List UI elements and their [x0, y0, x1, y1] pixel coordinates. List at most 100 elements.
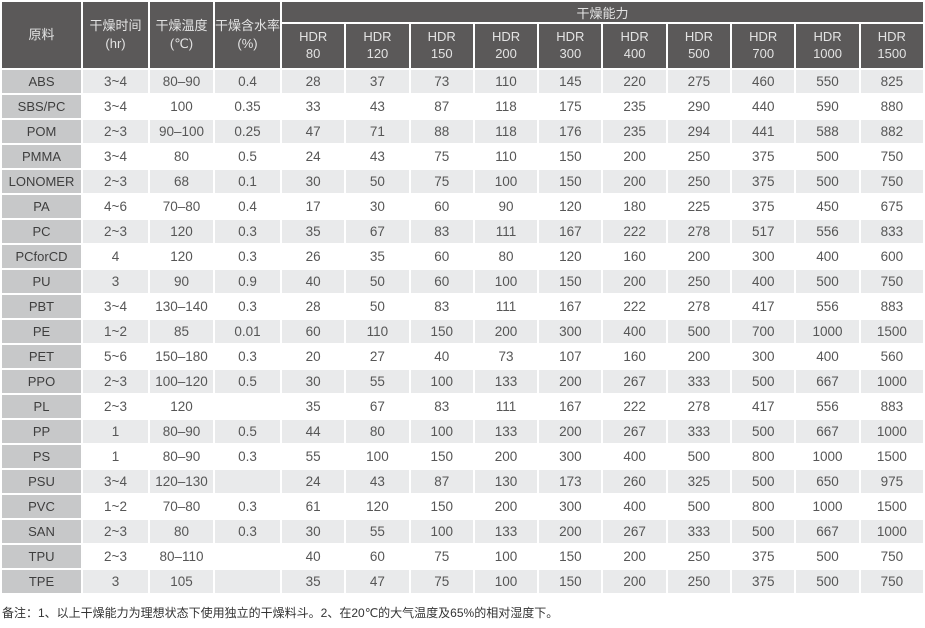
capacity-cell: 500 — [730, 468, 797, 495]
capacity-cell: 222 — [601, 293, 668, 320]
table-row: PVC 1~2 70–80 0.3 61 120 150 200 300 400 500 800 100… — [0, 493, 925, 520]
moisture-cell: 0.3 — [213, 343, 282, 370]
capacity-cell: 55 — [279, 443, 347, 470]
capacity-cell: 833 — [858, 218, 925, 245]
capacity-cell: 278 — [665, 218, 733, 245]
capacity-cell: 30 — [279, 168, 347, 195]
time-cell: 2~3 — [81, 118, 150, 145]
capacity-cell: 222 — [601, 218, 668, 245]
time-cell: 1~2 — [81, 318, 150, 345]
capacity-cell: 167 — [537, 293, 604, 320]
material-cell: PET — [0, 343, 83, 370]
table-row: TPU 2~3 80–110 40 60 75 100 150 200 250 375 500 750 — [0, 543, 925, 570]
capacity-cell: 200 — [472, 318, 540, 345]
capacity-cell: 1500 — [858, 493, 925, 520]
header-drying-temp-line2: (℃) — [169, 36, 194, 51]
header-hdr-model: HDR 120 — [344, 22, 411, 70]
moisture-cell: 0.3 — [213, 518, 282, 545]
capacity-cell: 67 — [344, 393, 411, 420]
capacity-cell: 750 — [858, 568, 925, 595]
temp-cell: 70–80 — [148, 193, 215, 220]
time-cell: 3~4 — [81, 468, 150, 495]
capacity-cell: 176 — [537, 118, 604, 145]
header-hdr-model-line: HDR — [684, 29, 714, 45]
capacity-cell: 47 — [279, 118, 347, 145]
capacity-cell: 75 — [408, 543, 475, 570]
header-drying-time: 干燥时间 (hr) — [81, 0, 150, 70]
capacity-cell: 1000 — [794, 443, 861, 470]
temp-cell: 90–100 — [148, 118, 215, 145]
capacity-cell: 118 — [472, 118, 540, 145]
table-row: PA 4~6 70–80 0.4 17 30 60 90 120 180 225 375 450 675 — [0, 193, 925, 220]
capacity-cell: 400 — [794, 243, 861, 270]
capacity-cell: 118 — [472, 93, 540, 120]
capacity-cell: 750 — [858, 268, 925, 295]
header-hdr-model: HDR 700 — [730, 22, 797, 70]
capacity-cell: 40 — [408, 343, 475, 370]
capacity-cell: 750 — [858, 143, 925, 170]
capacity-cell: 220 — [601, 68, 668, 95]
capacity-cell: 250 — [665, 143, 733, 170]
moisture-cell: 0.5 — [213, 143, 282, 170]
header-hdr-model-line: HDR — [556, 29, 585, 45]
capacity-cell: 300 — [537, 318, 604, 345]
capacity-cell: 80 — [344, 418, 411, 445]
capacity-cell: 83 — [408, 293, 475, 320]
capacity-cell: 150 — [537, 268, 604, 295]
capacity-cell: 100 — [472, 168, 540, 195]
material-cell: PL — [0, 393, 83, 420]
capacity-cell: 333 — [665, 518, 733, 545]
capacity-cell: 150 — [537, 168, 604, 195]
temp-cell: 120–130 — [148, 468, 215, 495]
capacity-cell: 110 — [344, 318, 411, 345]
capacity-cell: 375 — [730, 568, 797, 595]
moisture-cell: 0.1 — [213, 168, 282, 195]
capacity-cell: 417 — [730, 393, 797, 420]
capacity-cell: 500 — [665, 493, 733, 520]
capacity-cell: 200 — [537, 368, 604, 395]
capacity-cell: 110 — [472, 143, 540, 170]
capacity-cell: 200 — [665, 243, 733, 270]
capacity-cell: 150 — [408, 443, 475, 470]
capacity-cell: 550 — [794, 68, 861, 95]
time-cell: 3 — [81, 568, 150, 595]
capacity-cell: 825 — [858, 68, 925, 95]
capacity-cell: 556 — [794, 293, 861, 320]
capacity-cell: 120 — [344, 493, 411, 520]
capacity-cell: 1500 — [858, 318, 925, 345]
moisture-cell — [213, 393, 282, 420]
header-hdr-model-line: HDR — [749, 29, 778, 45]
capacity-cell: 800 — [730, 493, 797, 520]
table-row: PET 5~6 150–180 0.3 20 27 40 73 107 160 200 300 400 5… — [0, 343, 925, 370]
material-cell: PC — [0, 218, 83, 245]
capacity-cell: 450 — [794, 193, 861, 220]
capacity-cell: 440 — [730, 93, 797, 120]
capacity-cell: 24 — [279, 468, 347, 495]
capacity-cell: 650 — [794, 468, 861, 495]
capacity-cell: 60 — [408, 193, 475, 220]
time-cell: 3 — [81, 268, 150, 295]
capacity-cell: 375 — [730, 168, 797, 195]
temp-cell: 80–90 — [148, 68, 215, 95]
moisture-cell: 0.3 — [213, 493, 282, 520]
header-capacity-group: 干燥能力 — [280, 0, 925, 24]
capacity-cell: 80 — [472, 243, 540, 270]
capacity-cell: 441 — [730, 118, 797, 145]
header-hdr-model-line: HDR — [620, 29, 649, 45]
capacity-cell: 44 — [279, 418, 347, 445]
header-hdr-model: HDR 200 — [472, 22, 540, 70]
header-hdr-model-line: 120 — [366, 46, 389, 61]
capacity-cell: 667 — [794, 368, 861, 395]
temp-cell: 80 — [148, 143, 215, 170]
capacity-cell: 556 — [794, 218, 861, 245]
capacity-cell: 590 — [794, 93, 861, 120]
capacity-cell: 75 — [408, 568, 475, 595]
capacity-cell: 500 — [665, 443, 733, 470]
capacity-cell: 100 — [472, 543, 540, 570]
capacity-cell: 375 — [730, 143, 797, 170]
capacity-cell: 26 — [279, 243, 347, 270]
capacity-cell: 175 — [537, 93, 604, 120]
header-hdr-model-line: 200 — [495, 46, 517, 61]
footnote: 备注：1、以上干燥能力为理想状态下使用独立的干燥料斗。2、在20℃的大气温度及6… — [2, 606, 559, 620]
temp-cell: 120 — [148, 243, 215, 270]
